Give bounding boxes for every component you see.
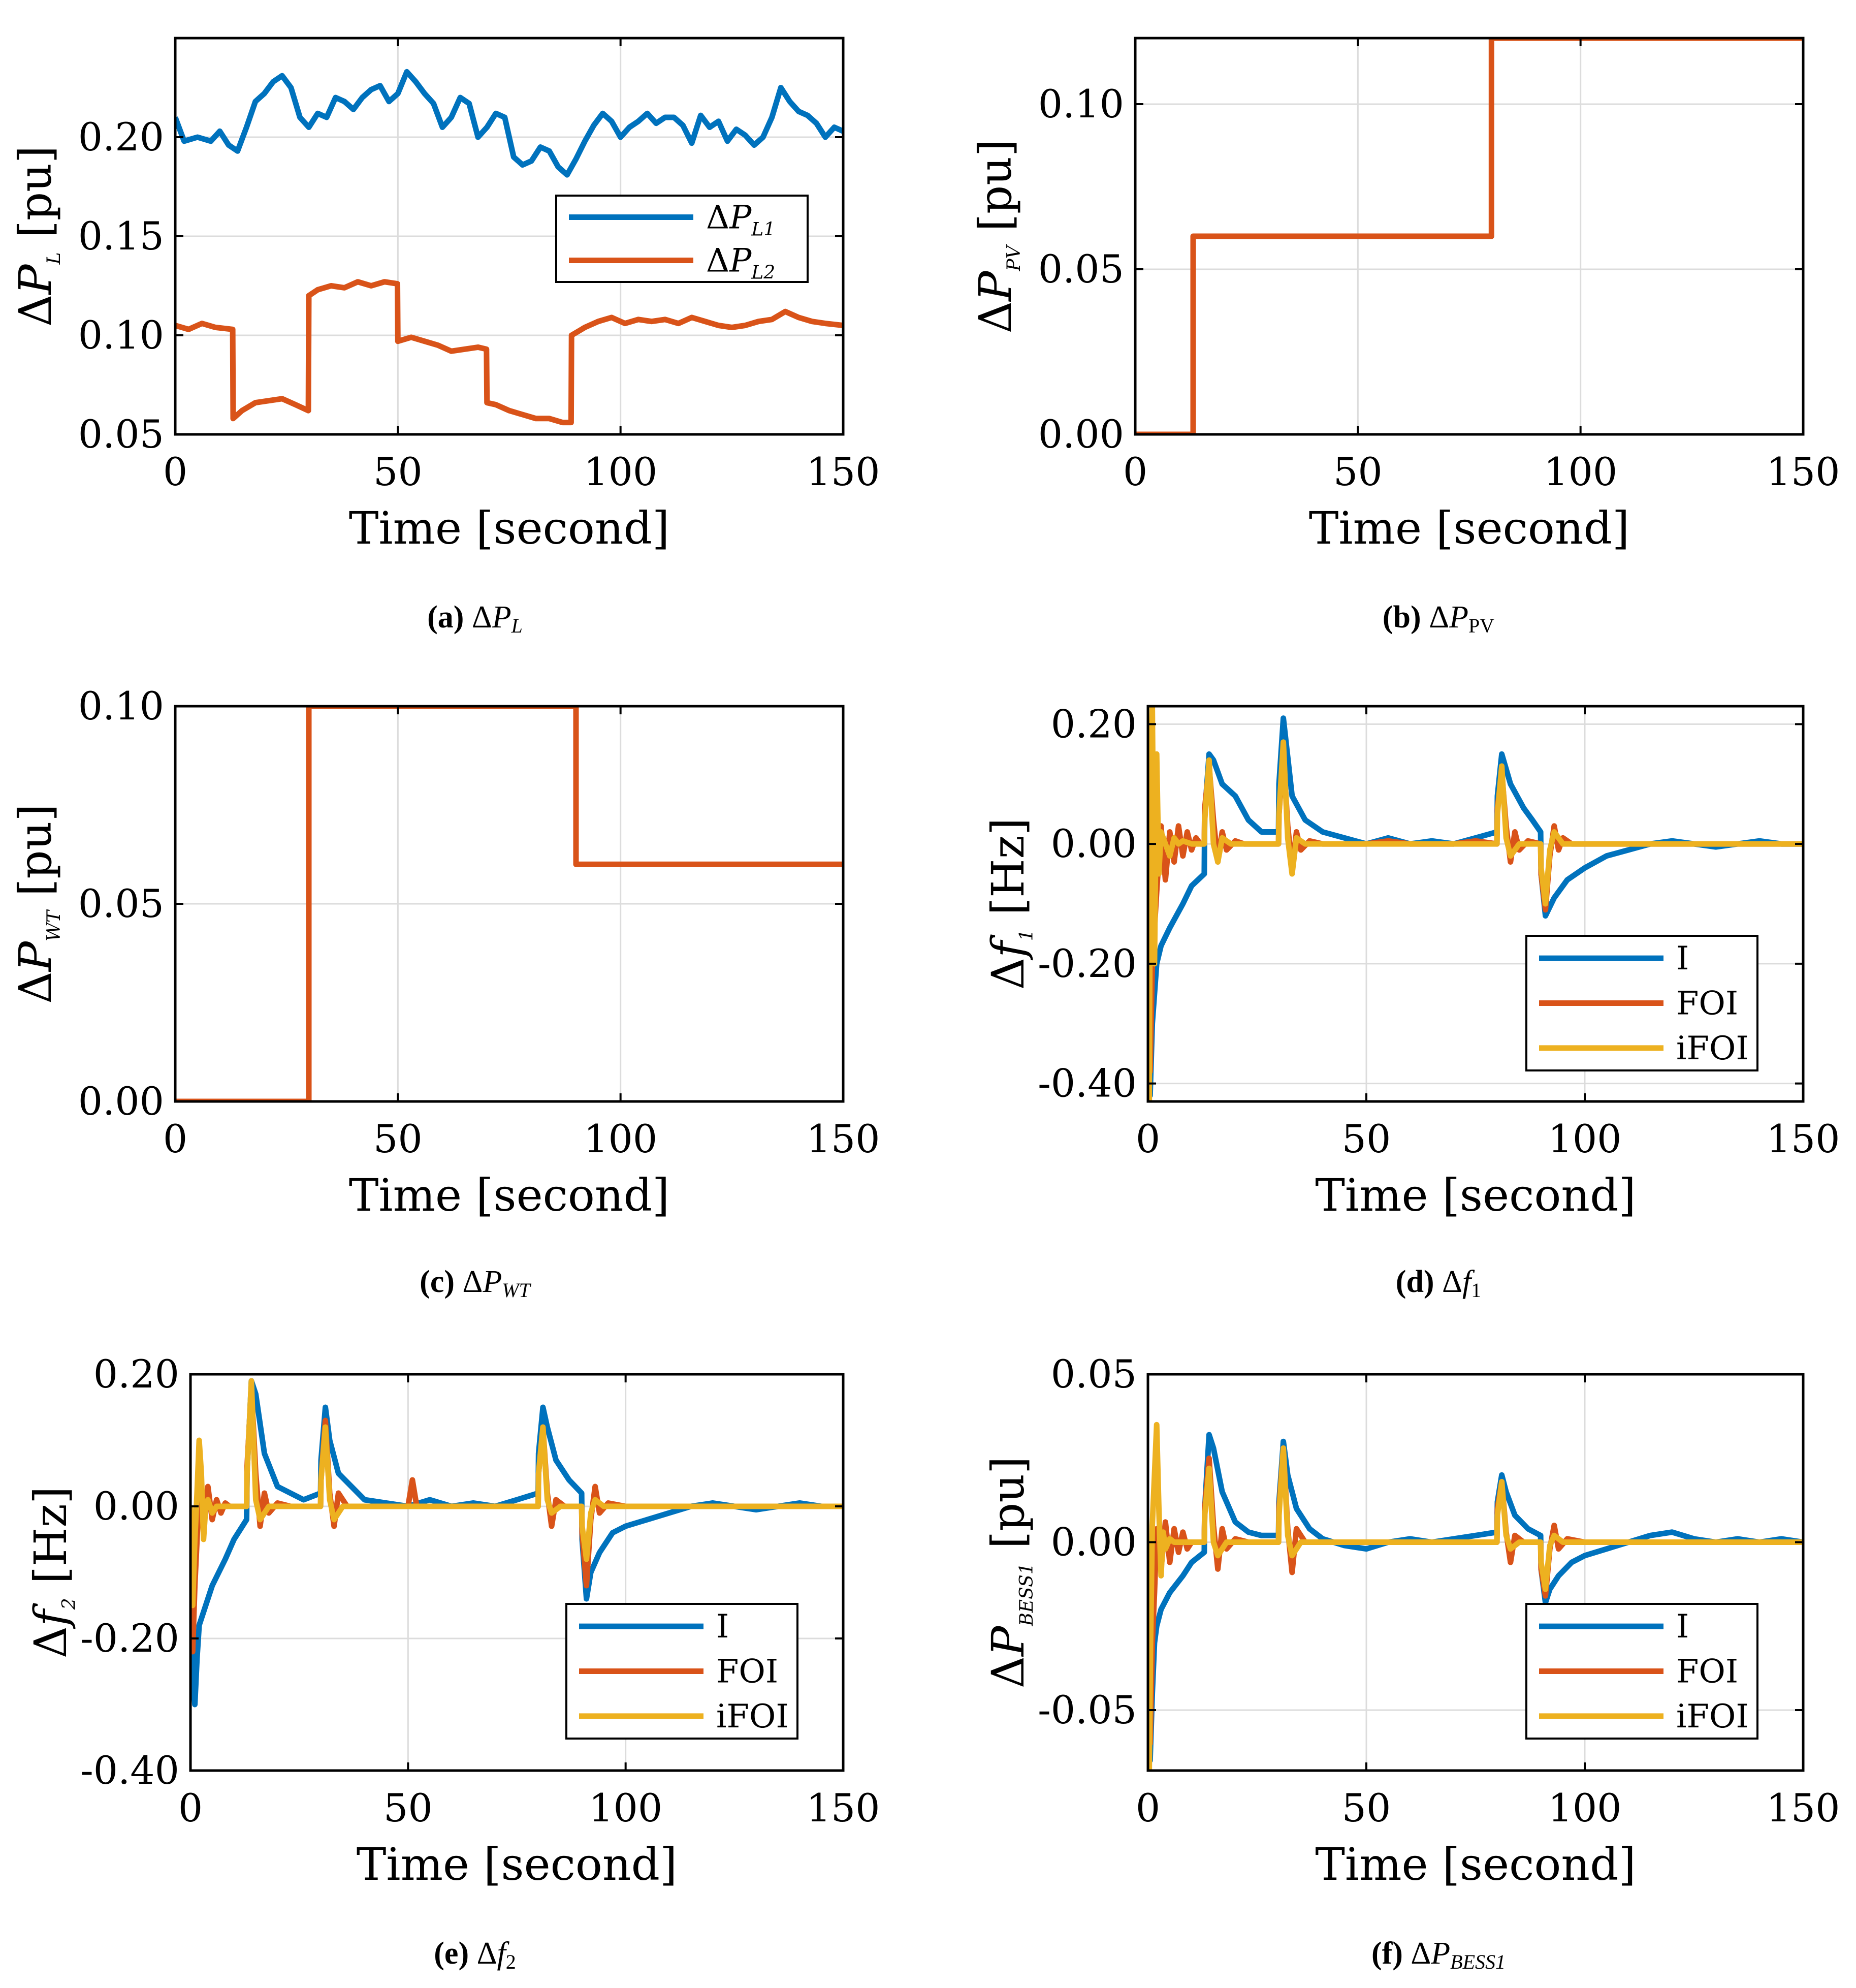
series-line-ppv: [1135, 38, 1803, 434]
x-tick-label: 150: [806, 1116, 880, 1161]
legend-label: iFOI: [716, 1698, 789, 1735]
y-axis-label: Δf1 [Hz]: [982, 818, 1037, 990]
legend-label: ΔPL1: [706, 199, 775, 240]
panel-caption: (d) Δf1: [1396, 1265, 1481, 1302]
x-tick-label: 0: [163, 449, 187, 494]
x-axis-label: Time [second]: [1315, 1838, 1636, 1890]
chart-a: 0 50 100 150 0.05 0.10 0.15 0.20 Time [second] ΔP…: [9, 37, 880, 637]
y-axis-label: ΔPL [pu]: [9, 146, 65, 327]
legend: I FOI iFOI: [1525, 1603, 1758, 1740]
legend-box: [555, 195, 809, 283]
y-tick-label: 0.00: [78, 1079, 164, 1124]
axes-box: [189, 1373, 845, 1772]
x-axis-label: Time [second]: [357, 1838, 678, 1890]
chart-d: 0 50 100 150 -0.40 -0.20 0.00 0.20 Time [second]…: [982, 701, 1840, 1302]
y-tick-label: 0.10: [78, 683, 164, 729]
x-tick-label: 0: [1136, 1116, 1160, 1161]
y-tick-label: 0.05: [1038, 246, 1124, 292]
x-tick-label: 0: [178, 1785, 203, 1831]
x-tick-label: 150: [806, 1785, 880, 1831]
x-tick-label: 0: [163, 1116, 187, 1161]
y-tick-label: 0.10: [1038, 81, 1124, 127]
series-line-pl1: [175, 69, 843, 178]
y-tick-label: 0.10: [78, 312, 164, 358]
x-tick-label: 50: [1342, 1116, 1391, 1161]
legend-label: iFOI: [1676, 1698, 1749, 1735]
x-tick-label: 50: [373, 1116, 423, 1161]
x-tick-label: 0: [1123, 449, 1147, 494]
y-tick-label: 0.20: [1051, 701, 1137, 746]
x-tick-label: 50: [373, 449, 423, 494]
legend-label: ΔPL2: [706, 242, 775, 283]
y-tick-label: 0.00: [93, 1484, 179, 1529]
y-tick-label: 0.20: [78, 114, 164, 160]
legend-label: FOI: [1676, 985, 1738, 1023]
chart-f: 0 50 100 150 -0.05 0.00 0.05 Time [second] ΔPBES…: [982, 1351, 1840, 1973]
x-tick-label: 100: [1548, 1785, 1621, 1831]
panel-caption: (f) ΔPBESS1: [1371, 1936, 1506, 1973]
y-axis-label: ΔPPV [pu]: [969, 139, 1025, 334]
y-axis-label: ΔPBESS1 [pu]: [982, 1457, 1037, 1689]
x-tick-label: 100: [584, 449, 657, 494]
legend: I FOI iFOI: [1525, 935, 1758, 1071]
axes-box: [1146, 1373, 1805, 1772]
x-axis-label: Time [second]: [1315, 1169, 1636, 1221]
series-line-pwt: [175, 706, 843, 1101]
legend-label: FOI: [716, 1653, 778, 1691]
legend-label: iFOI: [1676, 1030, 1749, 1067]
x-tick-label: 100: [1548, 1116, 1621, 1161]
y-tick-label: -0.40: [80, 1748, 179, 1793]
y-tick-label: 0.15: [78, 213, 164, 259]
y-tick-label: 0.00: [1038, 412, 1124, 457]
y-tick-label: 0.00: [1051, 821, 1137, 866]
chart-e: 0 50 100 150 -0.40 -0.20 0.00 0.20 Time [second]…: [24, 1351, 880, 1973]
x-tick-label: 150: [1766, 449, 1840, 494]
x-tick-label: 0: [1136, 1785, 1160, 1831]
y-tick-label: -0.05: [1038, 1687, 1137, 1732]
x-tick-label: 50: [383, 1785, 433, 1831]
x-tick-label: 100: [1544, 449, 1617, 494]
x-tick-label: 150: [1766, 1785, 1840, 1831]
legend-label: I: [716, 1608, 729, 1646]
panel-caption: (a) ΔPL: [427, 600, 523, 637]
series-line-ifoi: [1148, 1422, 1803, 1771]
series-line-ifoi: [1148, 706, 1803, 1101]
legend-label: I: [1676, 1608, 1689, 1646]
y-axis-label: Δf2 [Hz]: [24, 1487, 80, 1659]
y-tick-label: 0.05: [78, 881, 164, 926]
series-line-pl2: [175, 279, 843, 426]
x-axis-label: Time [second]: [349, 1169, 670, 1221]
y-tick-label: 0.05: [78, 412, 164, 457]
y-tick-label: 0.05: [1051, 1351, 1137, 1397]
y-tick-label: 0.00: [1051, 1520, 1137, 1565]
y-tick-label: -0.20: [1038, 941, 1137, 986]
x-tick-label: 50: [1342, 1785, 1391, 1831]
x-tick-label: 50: [1333, 449, 1383, 494]
chart-c: 0 50 100 150 0.00 0.05 0.10 Time [second] ΔPWT […: [9, 683, 880, 1302]
axes-box: [1134, 37, 1805, 436]
series-line-i: [190, 1378, 843, 1708]
y-axis-label: ΔPWT [pu]: [9, 804, 65, 1003]
x-axis-label: Time [second]: [1309, 502, 1630, 554]
x-tick-label: 150: [806, 449, 880, 494]
legend: I FOI iFOI: [565, 1603, 798, 1740]
x-axis-label: Time [second]: [349, 502, 670, 554]
legend-label: I: [1676, 940, 1689, 977]
chart-b: 0 50 100 150 0.00 0.05 0.10 Time [second] ΔPPV […: [969, 37, 1840, 637]
x-tick-label: 150: [1766, 1116, 1840, 1161]
axes-box: [1146, 705, 1805, 1103]
y-tick-label: -0.20: [80, 1616, 179, 1661]
panel-caption: (c) ΔPWT: [420, 1265, 531, 1302]
x-tick-label: 100: [584, 1116, 657, 1161]
panel-caption: (e) Δf2: [434, 1936, 516, 1973]
panel-caption: (b) ΔPPV: [1383, 600, 1494, 637]
y-tick-label: -0.40: [1038, 1061, 1137, 1106]
x-tick-label: 100: [589, 1785, 662, 1831]
y-tick-label: 0.20: [93, 1351, 179, 1397]
series-line-ifoi: [190, 1378, 843, 1608]
legend-label: FOI: [1676, 1653, 1738, 1691]
